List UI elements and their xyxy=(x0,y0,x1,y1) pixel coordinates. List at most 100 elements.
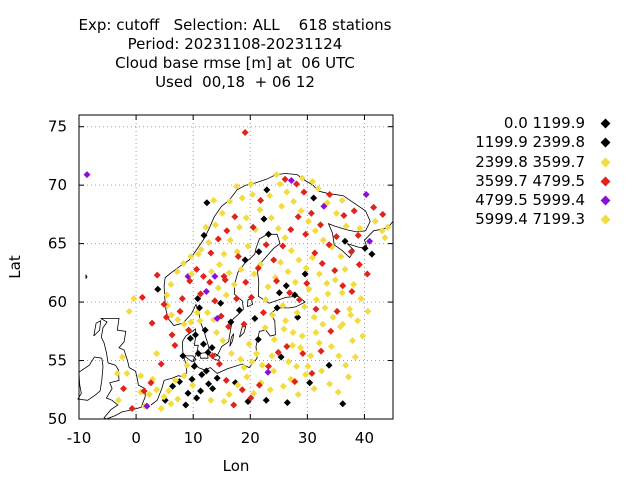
data-point xyxy=(213,374,221,382)
data-point xyxy=(200,231,208,239)
title-line-4: Used 00,18 + 06 12 xyxy=(155,73,315,91)
data-point xyxy=(148,319,156,327)
data-point xyxy=(350,281,358,289)
data-point xyxy=(186,334,194,342)
data-point xyxy=(339,320,347,328)
data-point xyxy=(262,241,270,249)
data-point xyxy=(235,223,243,231)
data-point xyxy=(154,285,162,293)
data-point xyxy=(163,291,171,299)
data-point xyxy=(312,328,320,336)
data-point xyxy=(197,290,205,298)
legend-entry: 2399.8 3599.7 xyxy=(400,153,615,172)
data-point xyxy=(274,224,282,232)
data-point xyxy=(123,369,131,377)
data-point xyxy=(187,270,195,278)
data-point xyxy=(137,372,145,380)
coastline-path xyxy=(93,320,102,337)
data-point xyxy=(213,314,221,322)
data-point xyxy=(197,245,205,253)
data-point xyxy=(171,341,179,349)
data-point xyxy=(307,209,315,217)
data-point xyxy=(169,382,177,390)
data-point xyxy=(207,268,215,276)
data-point xyxy=(287,176,295,184)
data-point xyxy=(262,296,270,304)
data-point xyxy=(318,259,326,267)
data-point xyxy=(302,230,310,238)
data-point xyxy=(274,348,282,356)
data-point xyxy=(193,309,201,317)
legend-label: 5999.4 7199.3 xyxy=(475,210,585,229)
legend-marker xyxy=(600,118,611,129)
data-point xyxy=(275,289,283,297)
data-point xyxy=(185,326,193,334)
data-point xyxy=(341,237,349,245)
data-point xyxy=(354,231,362,239)
data-point xyxy=(204,348,212,356)
data-point xyxy=(218,209,226,217)
data-point xyxy=(294,313,302,321)
data-point xyxy=(113,369,121,377)
data-point xyxy=(265,230,273,238)
data-point xyxy=(302,264,310,272)
data-point xyxy=(356,224,364,232)
data-point xyxy=(199,340,207,348)
data-point xyxy=(264,368,272,376)
data-point xyxy=(299,350,307,358)
x-axis-label: Lon xyxy=(223,457,250,475)
data-point xyxy=(279,382,287,390)
data-point xyxy=(331,276,339,284)
data-point xyxy=(249,191,257,199)
data-point xyxy=(297,344,305,352)
data-point xyxy=(270,256,278,264)
data-point xyxy=(194,295,202,303)
data-point xyxy=(203,199,211,207)
data-point xyxy=(366,237,374,245)
data-point xyxy=(294,390,302,398)
legend-label: 1199.9 2399.8 xyxy=(475,133,585,152)
data-point xyxy=(249,223,257,231)
data-point xyxy=(282,317,290,325)
data-point xyxy=(233,248,241,256)
data-point xyxy=(227,350,235,358)
data-point xyxy=(167,311,175,319)
data-point xyxy=(300,188,308,196)
data-point xyxy=(297,207,305,215)
data-point xyxy=(294,213,302,221)
data-point xyxy=(335,352,343,360)
data-point xyxy=(269,311,277,319)
data-point xyxy=(226,236,234,244)
chart-title: Exp: cutoff Selection: ALL 618 stations … xyxy=(0,16,470,92)
data-point xyxy=(264,283,272,291)
data-point xyxy=(257,196,265,204)
data-point xyxy=(225,269,233,277)
legend-entry: 1199.9 2399.8 xyxy=(400,133,615,152)
data-point xyxy=(234,252,242,260)
data-point xyxy=(210,196,218,204)
data-point xyxy=(208,344,216,352)
data-point xyxy=(273,277,281,285)
data-point xyxy=(342,222,350,230)
title-line-3: Cloud base rmse [m] at 06 UTC xyxy=(115,54,355,72)
data-point xyxy=(260,215,268,223)
y-tick-label: 60 xyxy=(48,293,67,311)
data-point xyxy=(266,386,274,394)
data-point xyxy=(125,307,133,315)
data-point xyxy=(222,376,230,384)
data-point xyxy=(250,270,258,278)
data-point xyxy=(162,313,170,321)
data-point xyxy=(281,175,289,183)
data-point xyxy=(289,328,297,336)
data-point xyxy=(247,293,255,301)
data-point xyxy=(295,256,303,264)
data-point xyxy=(183,361,191,369)
data-point xyxy=(310,313,318,321)
data-point xyxy=(221,276,229,284)
data-point xyxy=(314,185,322,193)
data-point xyxy=(241,129,249,137)
data-point xyxy=(351,353,359,361)
data-point xyxy=(362,191,370,199)
data-point xyxy=(189,381,197,389)
data-point xyxy=(231,213,239,221)
